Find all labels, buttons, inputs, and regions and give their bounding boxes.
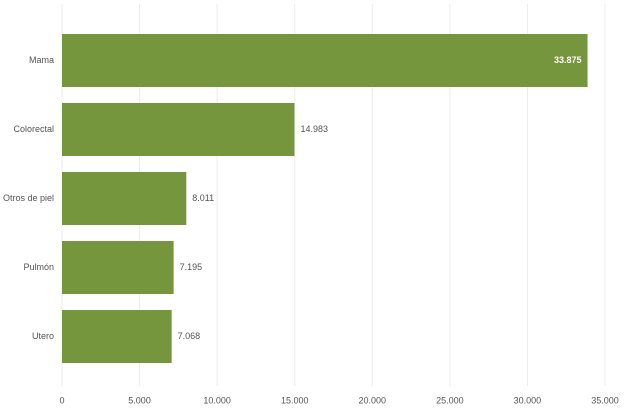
x-tick-label: 20.000 (359, 395, 387, 405)
y-tick-label: Mama (29, 55, 54, 65)
bar (62, 103, 295, 156)
y-tick-label: Colorectal (13, 124, 54, 134)
x-tick-label: 10.000 (203, 395, 231, 405)
value-label: 7.068 (178, 331, 201, 341)
value-label: 7.195 (180, 262, 203, 272)
x-tick-label: 35.000 (591, 395, 619, 405)
y-tick-label: Pulmón (23, 262, 54, 272)
x-tick-label: 15.000 (281, 395, 309, 405)
x-tick-label: 0 (59, 395, 64, 405)
value-label: 33.875 (554, 55, 582, 65)
value-label: 14.983 (300, 124, 328, 134)
x-tick-label: 25.000 (436, 395, 464, 405)
x-tick-label: 30.000 (514, 395, 542, 405)
bar (62, 310, 172, 363)
y-tick-label: Utero (32, 331, 54, 341)
value-label: 8.011 (192, 193, 214, 203)
bar (62, 172, 187, 225)
bar (62, 241, 174, 294)
bar (62, 34, 588, 87)
y-tick-label: Otros de piel (3, 193, 54, 203)
x-tick-label: 5.000 (128, 395, 151, 405)
